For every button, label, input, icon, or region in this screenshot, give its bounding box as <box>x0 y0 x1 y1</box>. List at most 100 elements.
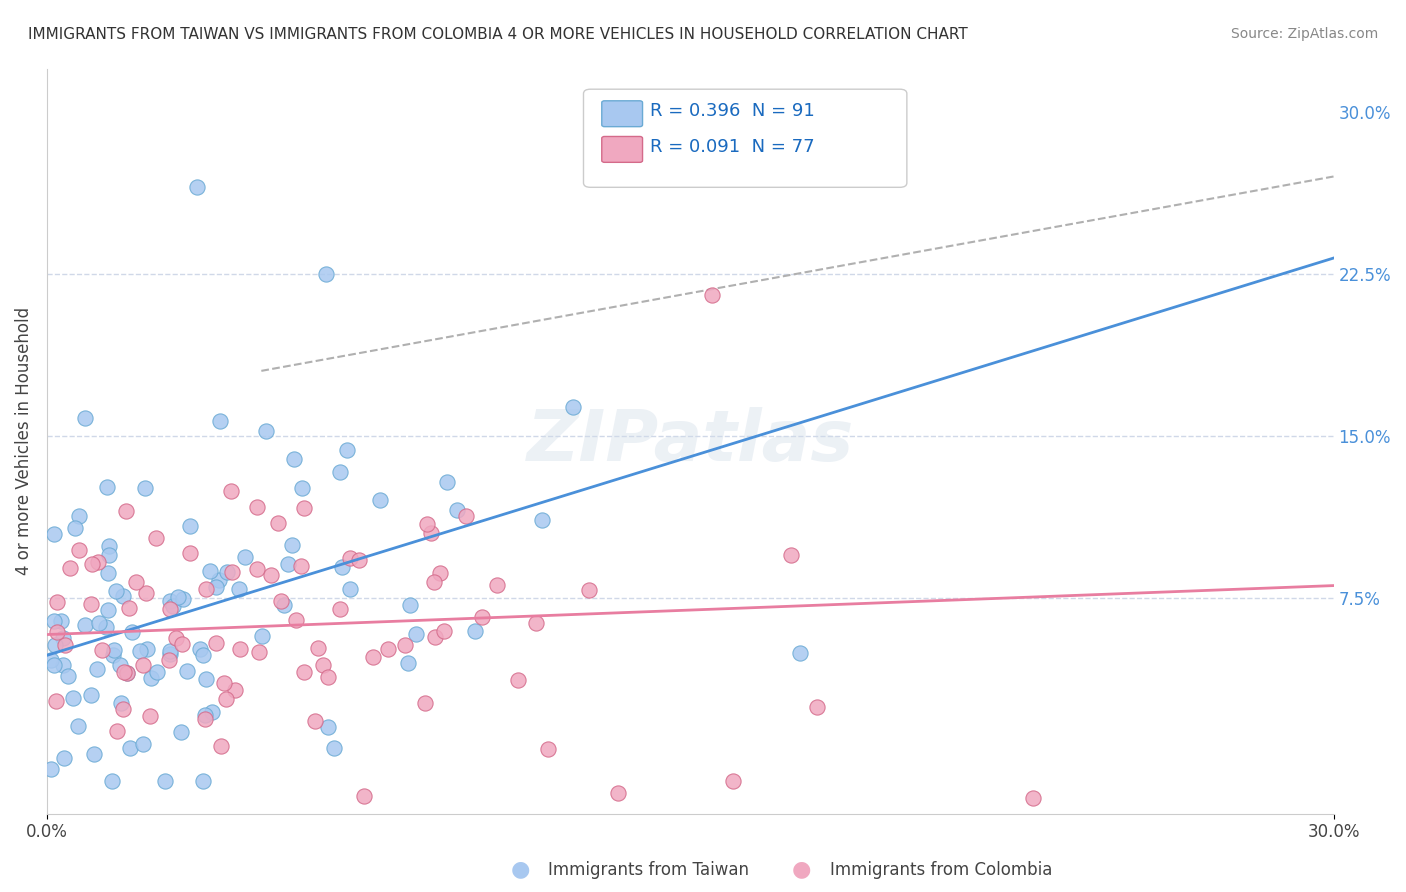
Point <box>87 616 110 631</box>
Point <box>159 594 181 608</box>
Point <box>506 673 529 687</box>
Point <box>118 740 141 755</box>
Point <box>485 577 508 591</box>
Point <box>110 697 132 711</box>
Point <box>195 672 218 686</box>
Point <box>170 637 193 651</box>
Point <box>42 657 65 672</box>
Point <box>209 414 232 428</box>
Point <box>62 690 84 705</box>
Point <box>219 483 242 498</box>
Point <box>377 642 399 657</box>
Point <box>100 774 122 789</box>
Point <box>79 689 101 703</box>
Point <box>267 516 290 530</box>
Text: ●: ● <box>510 860 530 880</box>
Point <box>537 742 560 756</box>
Point <box>105 723 128 738</box>
Point <box>111 589 134 603</box>
Point <box>86 662 108 676</box>
Point <box>429 566 451 581</box>
Point <box>292 501 315 516</box>
Point <box>141 671 163 685</box>
Point <box>66 719 89 733</box>
Point <box>101 648 124 663</box>
Point <box>132 737 155 751</box>
Point <box>98 539 121 553</box>
Point <box>212 675 235 690</box>
Point <box>125 575 148 590</box>
Point <box>247 645 270 659</box>
Point <box>167 590 190 604</box>
Point <box>339 550 361 565</box>
Point <box>159 643 181 657</box>
Point <box>97 566 120 581</box>
Point <box>108 657 131 672</box>
Point <box>561 400 583 414</box>
Point <box>67 542 90 557</box>
Point <box>44 614 66 628</box>
Point <box>42 526 65 541</box>
Point <box>117 665 139 680</box>
Point <box>423 630 446 644</box>
Point <box>405 627 427 641</box>
Text: Immigrants from Taiwan: Immigrants from Taiwan <box>548 861 749 879</box>
Point <box>128 644 150 658</box>
Point <box>436 475 458 489</box>
Point <box>157 653 180 667</box>
Point <box>52 631 75 645</box>
Point <box>79 597 101 611</box>
Point <box>361 650 384 665</box>
Point <box>83 747 105 761</box>
Point <box>221 565 243 579</box>
Point <box>170 725 193 739</box>
Point <box>138 709 160 723</box>
Point <box>191 774 214 789</box>
Point <box>780 548 803 562</box>
Point <box>245 500 267 514</box>
Point <box>135 642 157 657</box>
Point <box>789 646 811 660</box>
Point <box>316 720 339 734</box>
Point <box>45 693 67 707</box>
Point <box>97 548 120 562</box>
Point <box>721 774 744 789</box>
Point <box>396 656 419 670</box>
Point <box>254 424 277 438</box>
Point <box>45 624 67 639</box>
Text: Source: ZipAtlas.com: Source: ZipAtlas.com <box>1230 27 1378 41</box>
Point <box>329 465 352 479</box>
Point <box>204 635 226 649</box>
Point <box>52 657 75 672</box>
Point <box>135 586 157 600</box>
Point <box>217 566 239 580</box>
Point <box>531 512 554 526</box>
Point <box>201 705 224 719</box>
Point <box>191 648 214 663</box>
Point <box>415 696 437 710</box>
Point <box>39 762 62 776</box>
Point <box>292 665 315 679</box>
Point <box>215 691 238 706</box>
Point <box>63 521 86 535</box>
Point <box>179 519 201 533</box>
Point <box>307 640 329 655</box>
Text: R = 0.396  N = 91: R = 0.396 N = 91 <box>650 103 814 120</box>
Point <box>91 643 114 657</box>
Point <box>155 774 177 789</box>
Point <box>339 582 361 597</box>
Point <box>1022 791 1045 805</box>
Point <box>159 602 181 616</box>
Text: ZIPatlas: ZIPatlas <box>526 407 853 475</box>
Point <box>159 648 181 662</box>
Text: ●: ● <box>792 860 811 880</box>
Y-axis label: 4 or more Vehicles in Household: 4 or more Vehicles in Household <box>15 307 32 575</box>
Point <box>606 786 628 800</box>
Point <box>228 582 250 596</box>
Point <box>329 602 352 616</box>
Point <box>578 582 600 597</box>
Point <box>304 714 326 729</box>
Point <box>73 410 96 425</box>
Point <box>188 642 211 657</box>
Point <box>370 492 392 507</box>
